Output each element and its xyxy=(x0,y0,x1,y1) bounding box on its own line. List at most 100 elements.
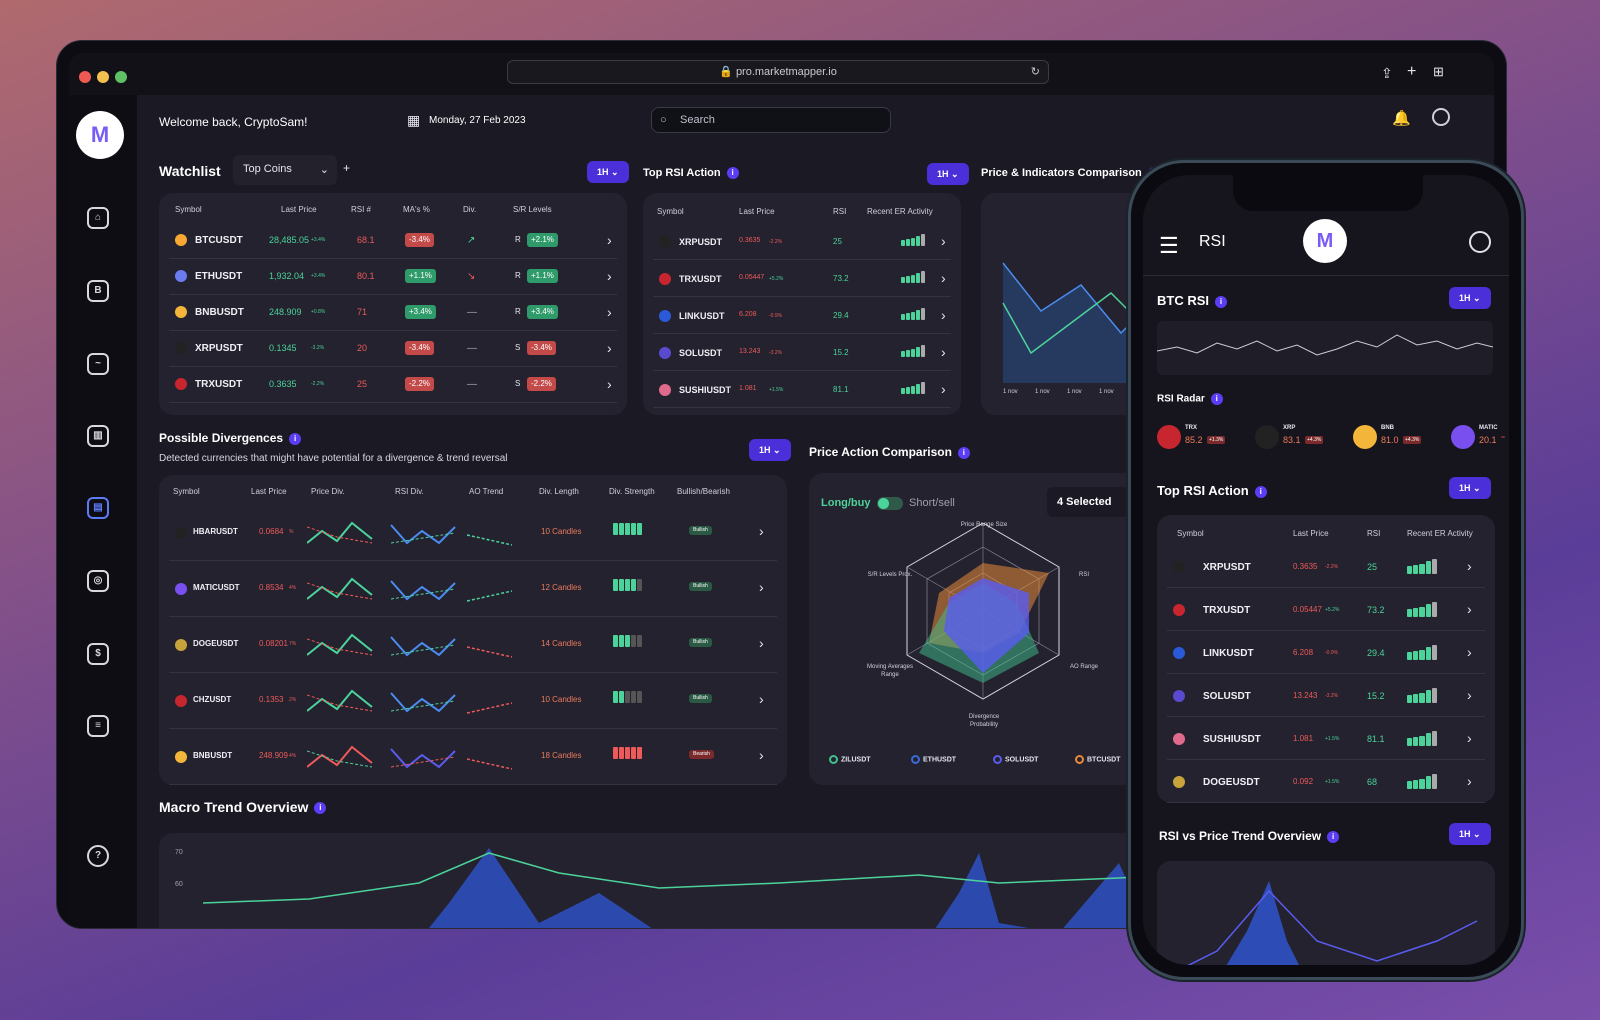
watchlist-interval-dropdown[interactable]: 1H ⌄ xyxy=(587,161,629,183)
table-row[interactable]: BTCUSDT 28,485.05 +3.4% 68.1 -3.4% ↗ R +2.1% › xyxy=(169,223,617,259)
phone-app-logo[interactable]: M xyxy=(1303,219,1347,263)
table-row[interactable]: LINKUSDT 6.208 -0.9% 29.4 › xyxy=(653,297,951,334)
chevron-right-icon[interactable]: › xyxy=(607,268,612,284)
coin-icon xyxy=(175,527,187,539)
table-row[interactable]: SOLUSDT 13.243 -3.2% 15.2 › xyxy=(1167,674,1485,717)
coin-icon[interactable]: B xyxy=(87,280,109,302)
table-row[interactable]: DOGEUSDT 0.08201 7% 14 Candles Bullish › xyxy=(169,617,777,673)
add-watchlist-button[interactable]: + xyxy=(343,161,351,175)
chevron-right-icon[interactable]: › xyxy=(1467,729,1472,746)
table-row[interactable]: DOGEUSDT 0.092 +1.5% 68 › xyxy=(1167,760,1485,803)
url-bar[interactable]: 🔒 pro.marketmapper.io ↻ xyxy=(507,60,1049,84)
table-row[interactable]: SOLUSDT 13.243 -3.2% 15.2 › xyxy=(653,334,951,371)
new-tab-icon[interactable]: + xyxy=(1407,63,1417,80)
chevron-right-icon[interactable]: › xyxy=(941,380,946,397)
help-icon[interactable]: ? xyxy=(87,845,109,867)
legend-swatch xyxy=(1075,755,1084,764)
phone-user-icon[interactable] xyxy=(1469,231,1491,253)
table-row[interactable]: HBARUSDT 0.0684% 10 Candles Bullish › xyxy=(169,505,777,561)
chevron-right-icon[interactable]: › xyxy=(607,304,612,320)
info-icon[interactable]: i xyxy=(1215,295,1227,308)
search-input[interactable]: ○ Search xyxy=(651,107,891,133)
table-row[interactable]: CHZUSDT 0.1353 2% 10 Candles Bullish › xyxy=(169,673,777,729)
legend-item[interactable]: ETHUSDT xyxy=(911,755,956,764)
close-window-button[interactable] xyxy=(79,71,91,83)
radar-item[interactable]: XRP 83.1 +4.3% xyxy=(1255,423,1347,453)
legend-item[interactable]: ZILUSDT xyxy=(829,755,871,764)
radar-item[interactable]: BNB 81.0 +4.3% xyxy=(1353,423,1445,453)
minimize-window-button[interactable] xyxy=(97,71,109,83)
radar-item[interactable]: TRX 85.2 +1.3% xyxy=(1157,423,1249,453)
divergences-interval-dropdown[interactable]: 1H ⌄ xyxy=(749,439,791,461)
info-icon[interactable]: i xyxy=(726,167,739,180)
chevron-right-icon[interactable]: › xyxy=(1467,686,1472,703)
chevron-right-icon[interactable]: › xyxy=(941,232,946,249)
top-rsi-interval-dropdown[interactable]: 1H ⌄ xyxy=(927,163,969,185)
info-icon[interactable]: i xyxy=(314,802,327,815)
chevron-right-icon[interactable]: › xyxy=(759,579,764,595)
chevron-right-icon[interactable]: › xyxy=(1467,557,1472,574)
chevron-right-icon[interactable]: › xyxy=(1467,772,1472,789)
chevron-right-icon[interactable]: › xyxy=(607,232,612,248)
divider xyxy=(1143,275,1509,276)
chevron-right-icon[interactable]: › xyxy=(941,343,946,360)
maximize-window-button[interactable] xyxy=(115,71,127,83)
table-row[interactable]: MATICUSDT 0.8534 4% 12 Candles Bullish › xyxy=(169,561,777,617)
legend-item[interactable]: BTCUSDT xyxy=(1075,755,1120,764)
info-icon[interactable]: i xyxy=(957,446,970,459)
chevron-right-icon[interactable]: › xyxy=(759,691,764,707)
chevron-right-icon[interactable]: › xyxy=(759,635,764,651)
share-icon[interactable]: ⇪ xyxy=(1381,65,1393,81)
long-short-toggle[interactable] xyxy=(877,497,903,510)
messages-icon[interactable]: ≡ xyxy=(87,715,109,737)
watchlist-selector[interactable]: Top Coins ⌄ xyxy=(233,155,337,185)
chevron-right-icon[interactable]: › xyxy=(941,306,946,323)
table-row[interactable]: BNBUSDT 248.909 4% 18 Candles Bearish › xyxy=(169,729,777,785)
security-icon[interactable]: ◎ xyxy=(87,570,109,592)
chevron-right-icon[interactable]: › xyxy=(607,340,612,356)
symbols-selector[interactable]: 4 Selected xyxy=(1047,487,1137,517)
rsi-chart-icon[interactable]: ▤ xyxy=(87,497,109,519)
table-row[interactable]: SUSHIUSDT 1.081 +1.5% 81.1 › xyxy=(1167,717,1485,760)
info-icon[interactable]: i xyxy=(1210,393,1223,405)
table-row[interactable]: ETHUSDT 1,932.04 +3.4% 80.1 +1.1% ↘ R +1.1% › xyxy=(169,259,617,295)
rsi-price-trend-interval-dropdown[interactable]: 1H ⌄ xyxy=(1449,823,1491,845)
bar-chart-icon[interactable]: ▥ xyxy=(87,425,109,447)
table-row[interactable]: XRPUSDT 0.1345 -3.2% 20 -3.4% — S -3.4% › xyxy=(169,331,617,367)
home-icon[interactable]: ⌂ xyxy=(87,207,109,229)
radar-change: +1.3% xyxy=(1207,436,1226,444)
portfolio-icon[interactable]: $ xyxy=(87,643,109,665)
reload-icon[interactable]: ↻ xyxy=(1030,66,1040,78)
radar-item[interactable]: MATIC 20.1 xyxy=(1451,423,1509,453)
info-icon[interactable]: i xyxy=(289,432,302,445)
table-row[interactable]: TRXUSDT 0.3635 -2.2% 25 -2.2% — S -2.2% › xyxy=(169,367,617,403)
table-row[interactable]: BNBUSDT 248.909 +0.8% 71 +3.4% — R +3.4% › xyxy=(169,295,617,331)
table-row[interactable]: TRXUSDT 0.05447 +5.2% 73.2 › xyxy=(1167,588,1485,631)
btc-rsi-interval-dropdown[interactable]: 1H ⌄ xyxy=(1449,287,1491,309)
chevron-right-icon[interactable]: › xyxy=(759,747,764,763)
app-logo[interactable]: M xyxy=(76,111,124,159)
interval-label: 1H xyxy=(1459,483,1471,493)
notification-bell-icon[interactable]: 🔔 xyxy=(1392,110,1411,127)
trend-chart-icon[interactable]: ~ xyxy=(87,353,109,375)
chevron-right-icon[interactable]: › xyxy=(1467,600,1472,617)
table-row[interactable]: LINKUSDT 6.208 -0.9% 29.4 › xyxy=(1167,631,1485,674)
chevron-right-icon[interactable]: › xyxy=(607,376,612,392)
legend-item[interactable]: SOLUSDT xyxy=(993,755,1038,764)
info-icon[interactable]: i xyxy=(1327,830,1340,843)
info-icon[interactable]: i xyxy=(1254,485,1267,498)
chevron-right-icon[interactable]: › xyxy=(1467,643,1472,660)
table-row[interactable]: TRXUSDT 0.05447 +5.2% 73.2 › xyxy=(653,260,951,297)
symbol: SOLUSDT xyxy=(679,347,723,358)
tabs-overview-icon[interactable]: ⊞ xyxy=(1433,64,1444,79)
table-row[interactable]: XRPUSDT 0.3635 -2.2% 25 › xyxy=(653,223,951,260)
table-row[interactable]: XRPUSDT 0.3635 -2.2% 25 › xyxy=(1167,545,1485,588)
chevron-right-icon[interactable]: › xyxy=(759,523,764,539)
user-profile-icon[interactable] xyxy=(1432,108,1450,126)
chevron-right-icon[interactable]: › xyxy=(941,269,946,286)
phone-top-rsi-interval-dropdown[interactable]: 1H ⌄ xyxy=(1449,477,1491,499)
hamburger-menu-icon[interactable]: ☰ xyxy=(1159,233,1179,258)
price-action-title: Price Action Comparison i xyxy=(809,445,970,459)
table-row[interactable]: SUSHIUSDT 1.081 +1.5% 81.1 › xyxy=(653,371,951,408)
rsi-price-trend-chart xyxy=(1187,881,1478,965)
